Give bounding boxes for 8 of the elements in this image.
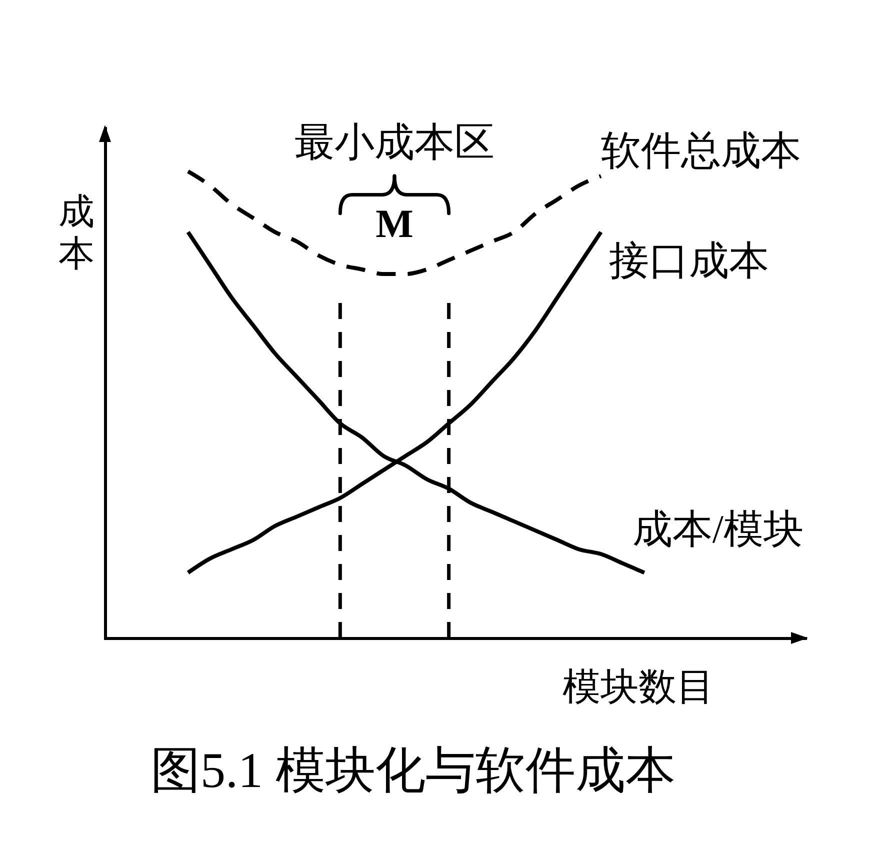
text: 图5.1 模块化与软件成本 <box>150 742 676 798</box>
series-label: 接口成本 <box>608 238 769 284</box>
x-axis-title: 模块数目 <box>562 666 714 708</box>
series-label: 成本/模块 <box>632 506 804 552</box>
y-axis-title: 成本 <box>58 192 94 274</box>
series-label: 软件总成本 <box>600 128 801 174</box>
annotation: M <box>376 201 414 246</box>
text: 最小成本区 <box>294 119 494 164</box>
